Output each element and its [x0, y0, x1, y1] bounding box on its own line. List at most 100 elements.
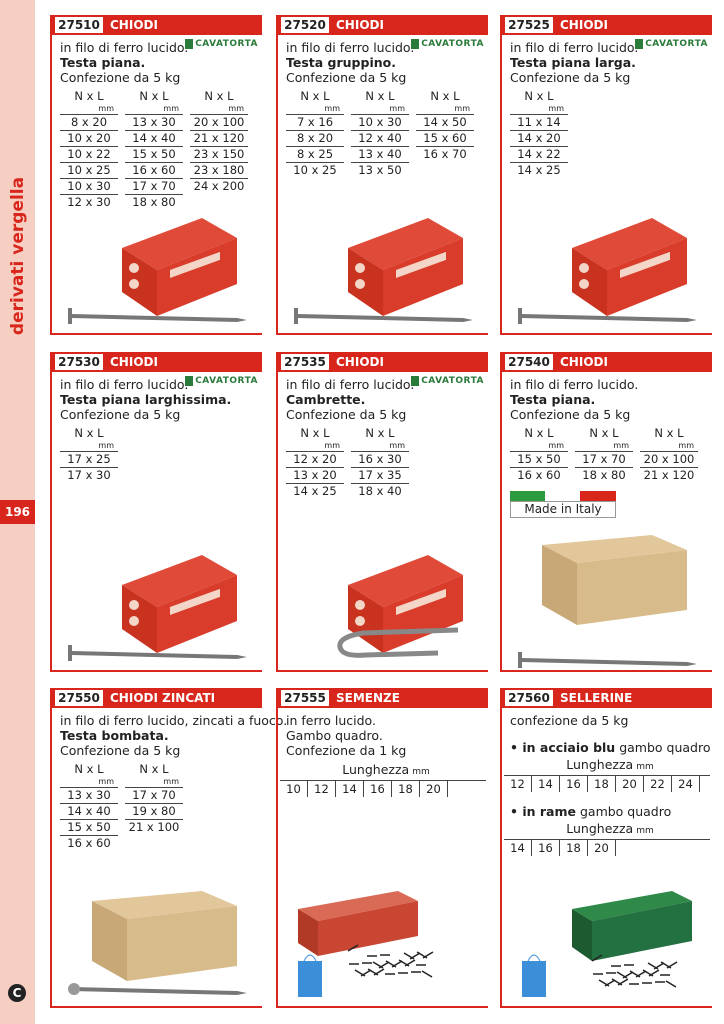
length-cell: 12 — [308, 781, 336, 797]
description-line: Confezione da 5 kg — [60, 743, 181, 758]
size-cell: 14 x 25 — [510, 162, 568, 178]
length-cell: 20 — [588, 840, 616, 856]
size-cell: 17 x 70 — [125, 787, 183, 803]
product-card: 27530 CHIODI CAVATORTA in filo di ferro luc… — [50, 352, 262, 672]
card-body: in ferro lucido. Gambo quadro. Confezione … — [280, 713, 486, 797]
column-heading: N x L — [589, 426, 619, 440]
description-line: Confezione da 5 kg — [510, 70, 631, 85]
column-unit: mm — [98, 777, 114, 786]
card-body: in filo di ferro lucido. Testa piana. Conf… — [60, 40, 260, 210]
column-unit: mm — [678, 441, 694, 450]
column-heading: N x L — [365, 426, 395, 440]
product-card: 27520 CHIODI CAVATORTA in filo di ferro luc… — [276, 15, 488, 335]
length-label: Lunghezza — [342, 762, 410, 777]
size-cell: 18 x 80 — [125, 194, 183, 210]
length-cell: 16 — [560, 776, 588, 792]
size-cell: 10 x 30 — [60, 178, 118, 194]
brand-logo: CAVATORTA — [635, 39, 708, 49]
badge: Made in Italy — [510, 501, 616, 518]
size-cell: 21 x 100 — [125, 819, 183, 835]
column-heading: N x L — [74, 89, 104, 103]
column-unit: mm — [163, 104, 179, 113]
brand-logo: CAVATORTA — [185, 376, 258, 386]
length-cell: 20 — [420, 781, 448, 797]
bullet-title: in acciaio blu — [522, 740, 616, 755]
sidebar: derivati vergella 196 C — [0, 0, 35, 1024]
size-cell: 20 x 100 — [640, 451, 698, 467]
size-cell: 18 x 40 — [351, 483, 409, 499]
column-heading: N x L — [74, 426, 104, 440]
size-cell: 18 x 80 — [575, 467, 633, 483]
column-unit: mm — [163, 777, 179, 786]
length-label: Lunghezza — [566, 821, 634, 836]
product-code: 27555 — [281, 690, 329, 706]
size-cell: 15 x 50 — [125, 146, 183, 162]
column-heading: N x L — [430, 89, 460, 103]
size-cell: 14 x 25 — [286, 483, 344, 499]
column-heading: N x L — [524, 89, 554, 103]
length-cell: 18 — [392, 781, 420, 797]
description-line: in filo di ferro lucido, zincati a fuoco… — [60, 713, 288, 728]
category: CHIODI — [336, 18, 384, 32]
column-unit: mm — [389, 441, 405, 450]
product-card: 27555 SEMENZE in ferro lucido. Gambo quadro… — [276, 688, 488, 1008]
size-cell: 13 x 20 — [286, 467, 344, 483]
description-line: in filo di ferro lucido. — [60, 377, 189, 392]
brand-logo: CAVATORTA — [411, 39, 484, 49]
column-heading: N x L — [300, 89, 330, 103]
column-unit: mm — [324, 104, 340, 113]
column-unit: mm — [548, 441, 564, 450]
card-body: in filo di ferro lucido. Testa gruppino. C… — [286, 40, 486, 178]
size-cell: 10 x 22 — [60, 146, 118, 162]
product-image — [522, 891, 692, 997]
product-card: 27510 CHIODI CAVATORTA in filo di ferro luc… — [50, 15, 262, 335]
size-cell: 17 x 25 — [60, 451, 118, 467]
size-cell: 23 x 180 — [190, 162, 248, 178]
product-code: 27535 — [281, 354, 329, 370]
column-unit: mm — [98, 104, 114, 113]
size-cell: 16 x 60 — [510, 467, 568, 483]
flag — [510, 491, 616, 501]
description-line: Confezione da 5 kg — [286, 407, 407, 422]
column-heading: N x L — [300, 426, 330, 440]
size-cell: 17 x 70 — [575, 451, 633, 467]
description-line: Gambo quadro. — [286, 728, 383, 743]
column-unit: mm — [98, 441, 114, 450]
category: SEMENZE — [336, 691, 400, 705]
size-cell: 8 x 20 — [286, 130, 344, 146]
size-cell: 14 x 40 — [60, 803, 118, 819]
size-cell: 14 x 50 — [416, 114, 474, 130]
category: CHIODI ZINCATI — [110, 691, 216, 705]
length-label: Lunghezza — [566, 757, 634, 772]
size-cell: 16 x 60 — [60, 835, 118, 851]
card-header: 27520 CHIODI — [278, 15, 488, 35]
length-row: 12 14 16 18 20 22 24 — [504, 775, 710, 792]
length-unit: mm — [412, 767, 430, 777]
product-image — [68, 555, 247, 661]
column-heading: N x L — [524, 426, 554, 440]
size-cell: 10 x 30 — [351, 114, 409, 130]
size-cell: 21 x 120 — [640, 467, 698, 483]
description-line: in filo di ferro lucido. — [286, 377, 415, 392]
product-card: 27560 SELLERINE confezione da 5 kg in accia… — [500, 688, 712, 1008]
column-heading: N x L — [204, 89, 234, 103]
description-line: Testa gruppino. — [286, 55, 396, 70]
card-body: in filo di ferro lucido. Testa piana larg… — [510, 40, 710, 178]
size-cell: 12 x 40 — [351, 130, 409, 146]
description-line: Confezione da 5 kg — [286, 70, 407, 85]
size-cell: 16 x 30 — [351, 451, 409, 467]
product-code: 27550 — [55, 690, 103, 706]
column-unit: mm — [228, 104, 244, 113]
size-cell: 10 x 20 — [60, 130, 118, 146]
